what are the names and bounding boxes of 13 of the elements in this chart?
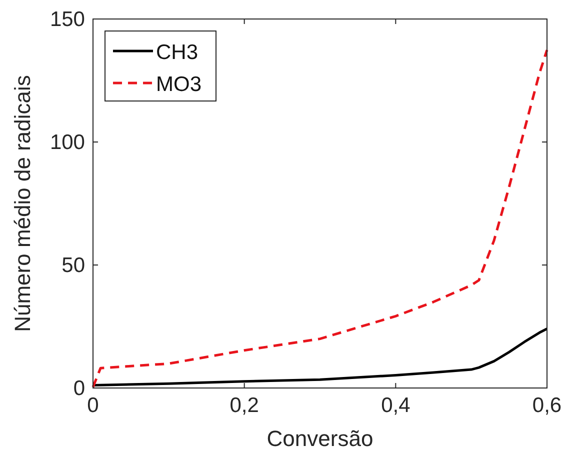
- line-series: [92, 327, 548, 387]
- x-tick-label: 0,4: [381, 394, 411, 417]
- x-tick-label: 0,2: [230, 394, 259, 417]
- x-axis-title: Conversão: [266, 426, 374, 451]
- legend-label: MO3: [156, 73, 202, 96]
- legend-label: CH3: [156, 41, 198, 64]
- y-tick-label: 100: [50, 131, 85, 154]
- y-axis-title: Número médio de radicais: [10, 75, 35, 332]
- x-tick-label: 0,6: [532, 394, 562, 417]
- y-tick-label: 0: [73, 377, 85, 400]
- y-tick-label: 150: [50, 8, 85, 31]
- x-tick-label: 0: [87, 394, 99, 417]
- y-tick-label: 50: [62, 254, 85, 277]
